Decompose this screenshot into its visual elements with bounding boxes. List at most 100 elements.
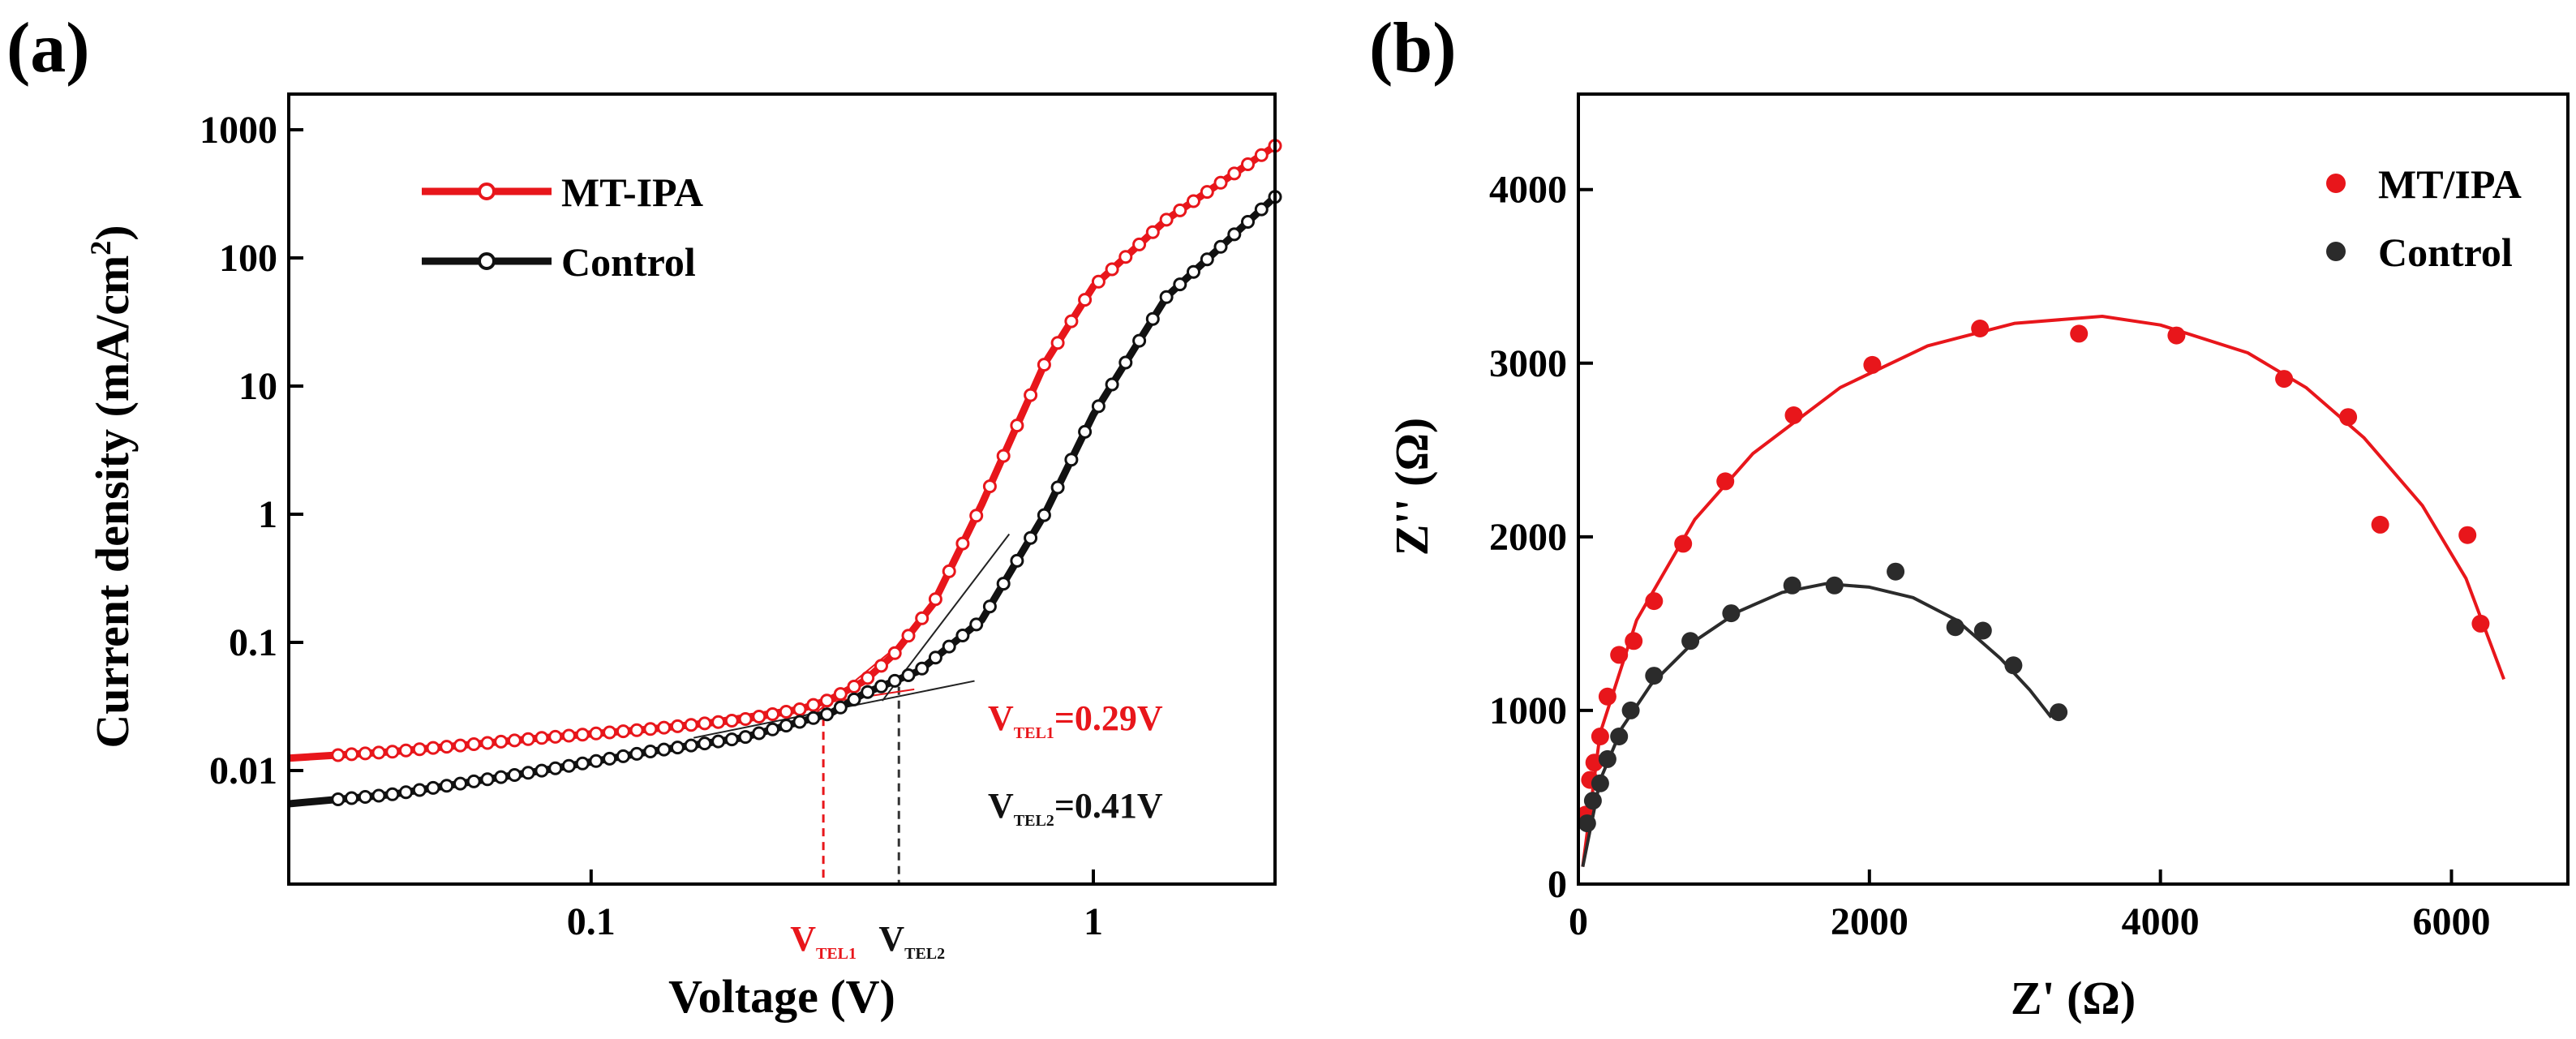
- data-point-control: [1578, 814, 1596, 833]
- legend-label-mt-ipa-b: MT/IPA: [2378, 161, 2522, 207]
- data-point-control: [1118, 355, 1133, 370]
- data-point-control: [616, 749, 630, 763]
- data-point-control: [440, 779, 454, 793]
- legend-label-mt-ipa: MT-IPA: [561, 170, 703, 215]
- data-point-mt-ipa: [345, 747, 358, 762]
- data-point-control: [1254, 202, 1269, 217]
- data-point-control: [1037, 508, 1051, 522]
- data-point-control: [453, 776, 467, 791]
- data-point-control: [670, 741, 685, 755]
- data-point-control: [1078, 424, 1093, 439]
- b-x-tick-label-2000: 2000: [1831, 900, 1908, 943]
- data-point-control: [603, 751, 617, 766]
- data-point-mt-ipa: [1716, 472, 1735, 491]
- data-point-mt-ipa: [629, 723, 644, 737]
- data-point-mt-ipa: [603, 725, 617, 740]
- data-point-mt-ipa: [1064, 314, 1079, 328]
- data-point-control: [1010, 553, 1024, 568]
- data-point-mt-ipa: [1213, 175, 1228, 190]
- data-point-control: [779, 719, 793, 733]
- data-point-control: [982, 599, 997, 614]
- data-point-control: [724, 732, 739, 747]
- data-point-mt-ipa: [1173, 203, 1187, 217]
- data-point-control: [833, 700, 848, 715]
- data-point-mt-ipa: [1145, 225, 1160, 239]
- data-point-mt-ipa: [358, 746, 372, 761]
- data-point-control: [657, 742, 672, 757]
- data-point-control: [711, 734, 726, 749]
- data-point-mt-ipa: [1598, 687, 1616, 706]
- data-point-mt-ipa: [698, 716, 712, 731]
- data-point-control: [1783, 576, 1801, 595]
- data-point-control: [1598, 749, 1616, 768]
- data-point-control: [1645, 667, 1664, 685]
- b-y-tick-label-2000: 2000: [1489, 516, 1567, 559]
- b-x-tick-label-4000: 4000: [2122, 900, 2200, 943]
- panel-b-axes-frame: [1577, 92, 2570, 886]
- data-point-mt-ipa: [521, 732, 535, 746]
- data-point-control: [575, 756, 590, 771]
- data-point-mt-ipa: [806, 698, 821, 712]
- data-point-mt-ipa: [589, 726, 603, 741]
- y-tick-label-0-01: 0.01: [209, 749, 277, 792]
- panel-b-y-axis-title: Z'' (Ω): [1385, 418, 1438, 556]
- data-point-mt-ipa: [1254, 148, 1269, 162]
- data-point-control: [792, 715, 807, 729]
- legend-marker-control-b: [2326, 242, 2346, 261]
- data-point-mt-ipa: [724, 714, 739, 728]
- data-point-mt-ipa: [1971, 320, 1990, 337]
- data-point-mt-ipa: [1159, 213, 1174, 227]
- data-point-control: [766, 722, 779, 736]
- vtel2-annotation: VTEL2=0.41V: [988, 786, 1163, 830]
- panel-a-y-axis-title-end: ): [86, 225, 139, 240]
- data-point-mt-ipa: [575, 728, 590, 742]
- data-point-control: [1091, 399, 1106, 414]
- data-point-control: [1887, 562, 1905, 581]
- panel-a-y-axis-title-sup: 2: [84, 241, 117, 255]
- data-point-mt-ipa: [385, 745, 400, 759]
- b-y-tick-label-4000: 4000: [1489, 169, 1567, 212]
- data-point-control: [358, 790, 372, 804]
- data-point-mt-ipa: [616, 724, 630, 739]
- data-point-control: [345, 791, 358, 805]
- data-point-control: [1159, 290, 1174, 304]
- data-point-control: [887, 673, 902, 688]
- y-tick-label-0-1: 0.1: [229, 621, 277, 664]
- data-point-control: [371, 788, 386, 803]
- panel-b-x-axis-title: Z' (Ω): [2011, 972, 2136, 1024]
- data-point-mt-ipa: [535, 731, 549, 745]
- data-point-mt-ipa: [670, 719, 685, 733]
- x-tick-label-0-1: 0.1: [567, 900, 616, 943]
- data-point-mt-ipa: [915, 611, 930, 625]
- panel-b-legend: MT/IPA Control: [2326, 161, 2522, 275]
- data-point-mt-ipa: [766, 707, 779, 721]
- data-point-mt-ipa: [480, 736, 495, 750]
- data-point-control: [969, 617, 984, 632]
- data-point-mt-ipa: [1118, 250, 1133, 264]
- data-point-mt-ipa: [1132, 237, 1147, 251]
- data-point-control: [589, 753, 603, 768]
- data-point-control: [1591, 774, 1609, 792]
- data-point-mt-ipa: [1091, 274, 1106, 289]
- data-point-mt-ipa: [1863, 355, 1882, 374]
- y-tick-label-100: 100: [219, 237, 277, 280]
- data-point-mt-ipa: [2458, 526, 2477, 544]
- data-point-control: [385, 787, 400, 801]
- data-point-control: [1024, 530, 1038, 545]
- data-point-control: [331, 792, 346, 806]
- data-point-control: [1064, 453, 1079, 467]
- data-point-mt-ipa: [1050, 336, 1065, 350]
- data-point-control: [1621, 701, 1640, 719]
- panel-a-series: [289, 139, 1282, 808]
- data-point-control: [996, 577, 1011, 591]
- data-point-mt-ipa: [561, 728, 576, 743]
- data-point-control: [684, 738, 698, 753]
- data-point-mt-ipa: [1591, 728, 1609, 745]
- data-point-control: [1681, 632, 1700, 650]
- data-point-control: [820, 707, 834, 722]
- data-point-mt-ipa: [331, 748, 346, 762]
- data-point-mt-ipa: [779, 705, 793, 719]
- data-point-control: [1825, 576, 1844, 595]
- panel-a-legend: MT-IPA Control: [422, 170, 703, 285]
- panel-a-axes-frame: [287, 92, 1277, 886]
